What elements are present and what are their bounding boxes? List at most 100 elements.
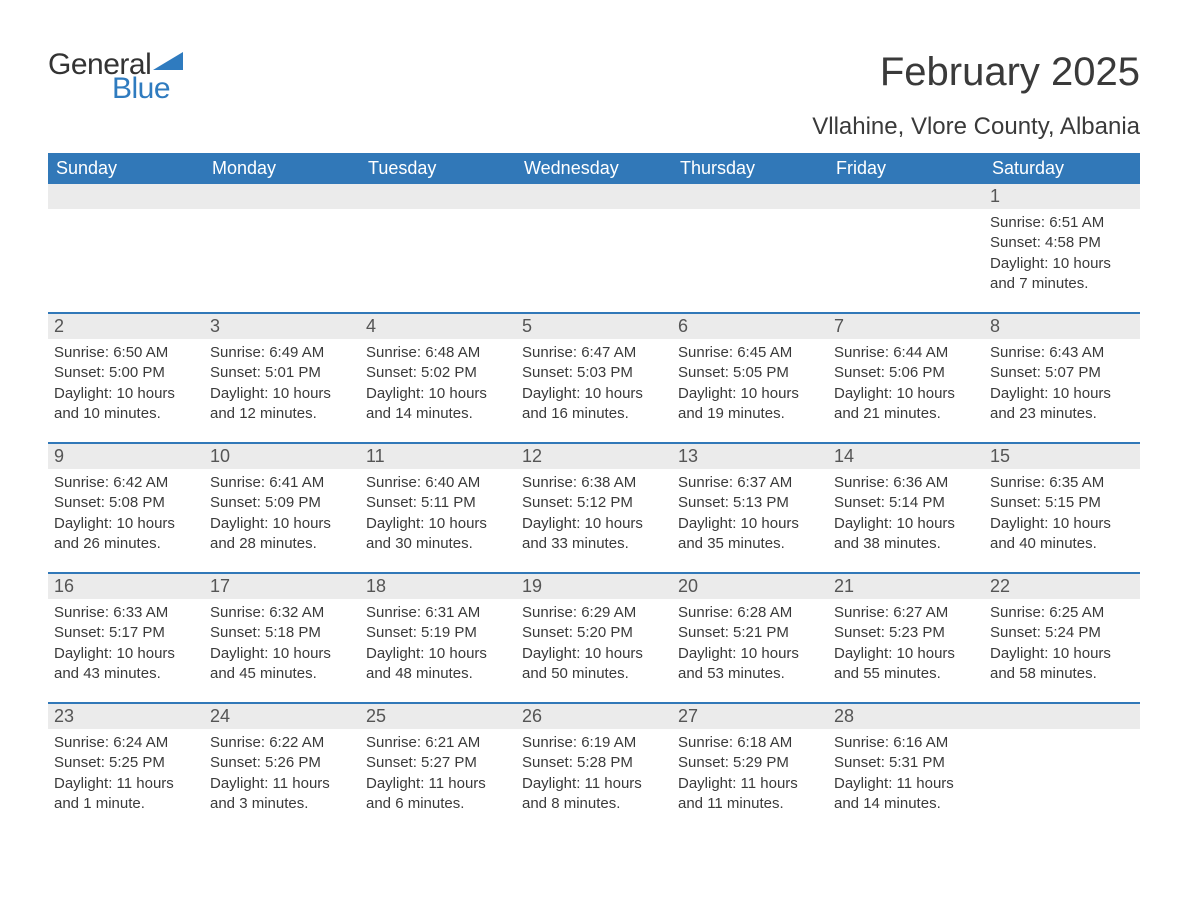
weekday-header-cell: Sunday [48, 153, 204, 184]
day-number: 12 [516, 444, 672, 469]
day-content-line: Sunrise: 6:27 AM [834, 603, 978, 623]
day-content: Sunrise: 6:48 AMSunset: 5:02 PMDaylight:… [360, 339, 516, 430]
day-cell [672, 184, 828, 312]
day-content-line: Sunrise: 6:32 AM [210, 603, 354, 623]
day-content-line: Sunrise: 6:29 AM [522, 603, 666, 623]
week-row: 9Sunrise: 6:42 AMSunset: 5:08 PMDaylight… [48, 442, 1140, 572]
weekday-header-row: SundayMondayTuesdayWednesdayThursdayFrid… [48, 153, 1140, 184]
day-content-line: Daylight: 10 hours and 55 minutes. [834, 644, 978, 685]
day-content-line: Daylight: 10 hours and 33 minutes. [522, 514, 666, 555]
day-cell [984, 704, 1140, 832]
day-cell: 23Sunrise: 6:24 AMSunset: 5:25 PMDayligh… [48, 704, 204, 832]
day-content-line: Sunrise: 6:38 AM [522, 473, 666, 493]
day-content-line: Sunset: 5:06 PM [834, 363, 978, 383]
logo: General Blue [48, 50, 183, 104]
day-content: Sunrise: 6:49 AMSunset: 5:01 PMDaylight:… [204, 339, 360, 430]
day-cell: 9Sunrise: 6:42 AMSunset: 5:08 PMDaylight… [48, 444, 204, 572]
day-content-line: Sunset: 5:25 PM [54, 753, 198, 773]
day-content-line: Daylight: 10 hours and 38 minutes. [834, 514, 978, 555]
day-cell: 15Sunrise: 6:35 AMSunset: 5:15 PMDayligh… [984, 444, 1140, 572]
day-content-line: Sunrise: 6:40 AM [366, 473, 510, 493]
day-cell: 8Sunrise: 6:43 AMSunset: 5:07 PMDaylight… [984, 314, 1140, 442]
day-number: 10 [204, 444, 360, 469]
day-content-line: Sunset: 4:58 PM [990, 233, 1134, 253]
day-number: 19 [516, 574, 672, 599]
day-content-line: Sunrise: 6:33 AM [54, 603, 198, 623]
day-content-line: Sunrise: 6:41 AM [210, 473, 354, 493]
day-cell: 25Sunrise: 6:21 AMSunset: 5:27 PMDayligh… [360, 704, 516, 832]
day-number: 2 [48, 314, 204, 339]
day-content: Sunrise: 6:50 AMSunset: 5:00 PMDaylight:… [48, 339, 204, 430]
weeks-container: 1Sunrise: 6:51 AMSunset: 4:58 PMDaylight… [48, 184, 1140, 832]
day-content-line: Daylight: 10 hours and 28 minutes. [210, 514, 354, 555]
week-row: 23Sunrise: 6:24 AMSunset: 5:25 PMDayligh… [48, 702, 1140, 832]
day-content-line: Daylight: 10 hours and 23 minutes. [990, 384, 1134, 425]
weekday-header-cell: Wednesday [516, 153, 672, 184]
day-content-line: Sunrise: 6:44 AM [834, 343, 978, 363]
day-number: 6 [672, 314, 828, 339]
day-content: Sunrise: 6:31 AMSunset: 5:19 PMDaylight:… [360, 599, 516, 690]
day-number: 1 [984, 184, 1140, 209]
day-content: Sunrise: 6:41 AMSunset: 5:09 PMDaylight:… [204, 469, 360, 560]
day-number: 26 [516, 704, 672, 729]
day-content-line: Sunrise: 6:28 AM [678, 603, 822, 623]
day-number: 17 [204, 574, 360, 599]
day-content-line: Sunrise: 6:31 AM [366, 603, 510, 623]
day-content-line: Sunrise: 6:45 AM [678, 343, 822, 363]
calendar: SundayMondayTuesdayWednesdayThursdayFrid… [48, 153, 1140, 832]
day-content-line: Sunset: 5:29 PM [678, 753, 822, 773]
day-cell: 16Sunrise: 6:33 AMSunset: 5:17 PMDayligh… [48, 574, 204, 702]
day-content-line: Daylight: 10 hours and 48 minutes. [366, 644, 510, 685]
day-cell: 2Sunrise: 6:50 AMSunset: 5:00 PMDaylight… [48, 314, 204, 442]
day-content: Sunrise: 6:19 AMSunset: 5:28 PMDaylight:… [516, 729, 672, 820]
day-content-line: Sunrise: 6:49 AM [210, 343, 354, 363]
day-cell: 10Sunrise: 6:41 AMSunset: 5:09 PMDayligh… [204, 444, 360, 572]
day-content-line: Sunset: 5:28 PM [522, 753, 666, 773]
day-cell [516, 184, 672, 312]
day-content-line: Sunset: 5:17 PM [54, 623, 198, 643]
day-content-line: Daylight: 10 hours and 43 minutes. [54, 644, 198, 685]
day-content: Sunrise: 6:32 AMSunset: 5:18 PMDaylight:… [204, 599, 360, 690]
day-content-line: Sunset: 5:03 PM [522, 363, 666, 383]
day-number [828, 184, 984, 209]
day-content: Sunrise: 6:37 AMSunset: 5:13 PMDaylight:… [672, 469, 828, 560]
day-number: 4 [360, 314, 516, 339]
month-title: February 2025 [812, 50, 1140, 95]
day-content-line: Sunrise: 6:25 AM [990, 603, 1134, 623]
day-content-line: Daylight: 11 hours and 3 minutes. [210, 774, 354, 815]
day-number: 28 [828, 704, 984, 729]
day-content-line: Sunset: 5:21 PM [678, 623, 822, 643]
day-number: 15 [984, 444, 1140, 469]
day-cell: 17Sunrise: 6:32 AMSunset: 5:18 PMDayligh… [204, 574, 360, 702]
day-content-line: Daylight: 10 hours and 12 minutes. [210, 384, 354, 425]
weekday-header-cell: Tuesday [360, 153, 516, 184]
day-content-line: Sunset: 5:31 PM [834, 753, 978, 773]
day-content-line: Daylight: 10 hours and 7 minutes. [990, 254, 1134, 295]
day-content: Sunrise: 6:45 AMSunset: 5:05 PMDaylight:… [672, 339, 828, 430]
day-number: 7 [828, 314, 984, 339]
day-cell: 19Sunrise: 6:29 AMSunset: 5:20 PMDayligh… [516, 574, 672, 702]
weekday-header-cell: Thursday [672, 153, 828, 184]
day-cell: 6Sunrise: 6:45 AMSunset: 5:05 PMDaylight… [672, 314, 828, 442]
day-cell: 13Sunrise: 6:37 AMSunset: 5:13 PMDayligh… [672, 444, 828, 572]
day-number: 22 [984, 574, 1140, 599]
day-number [360, 184, 516, 209]
day-content: Sunrise: 6:27 AMSunset: 5:23 PMDaylight:… [828, 599, 984, 690]
day-number: 13 [672, 444, 828, 469]
day-content-line: Sunrise: 6:37 AM [678, 473, 822, 493]
day-cell: 4Sunrise: 6:48 AMSunset: 5:02 PMDaylight… [360, 314, 516, 442]
day-content-line: Daylight: 10 hours and 35 minutes. [678, 514, 822, 555]
day-content-line: Sunset: 5:02 PM [366, 363, 510, 383]
day-cell: 18Sunrise: 6:31 AMSunset: 5:19 PMDayligh… [360, 574, 516, 702]
day-cell: 3Sunrise: 6:49 AMSunset: 5:01 PMDaylight… [204, 314, 360, 442]
day-content-line: Sunrise: 6:21 AM [366, 733, 510, 753]
day-content-line: Sunrise: 6:43 AM [990, 343, 1134, 363]
day-cell: 12Sunrise: 6:38 AMSunset: 5:12 PMDayligh… [516, 444, 672, 572]
day-content-line: Daylight: 10 hours and 58 minutes. [990, 644, 1134, 685]
day-number [984, 704, 1140, 729]
day-content-line: Sunset: 5:08 PM [54, 493, 198, 513]
day-content-line: Daylight: 10 hours and 40 minutes. [990, 514, 1134, 555]
header-row: General Blue February 2025 Vllahine, Vlo… [48, 50, 1140, 147]
location: Vllahine, Vlore County, Albania [812, 113, 1140, 141]
day-content-line: Daylight: 11 hours and 8 minutes. [522, 774, 666, 815]
